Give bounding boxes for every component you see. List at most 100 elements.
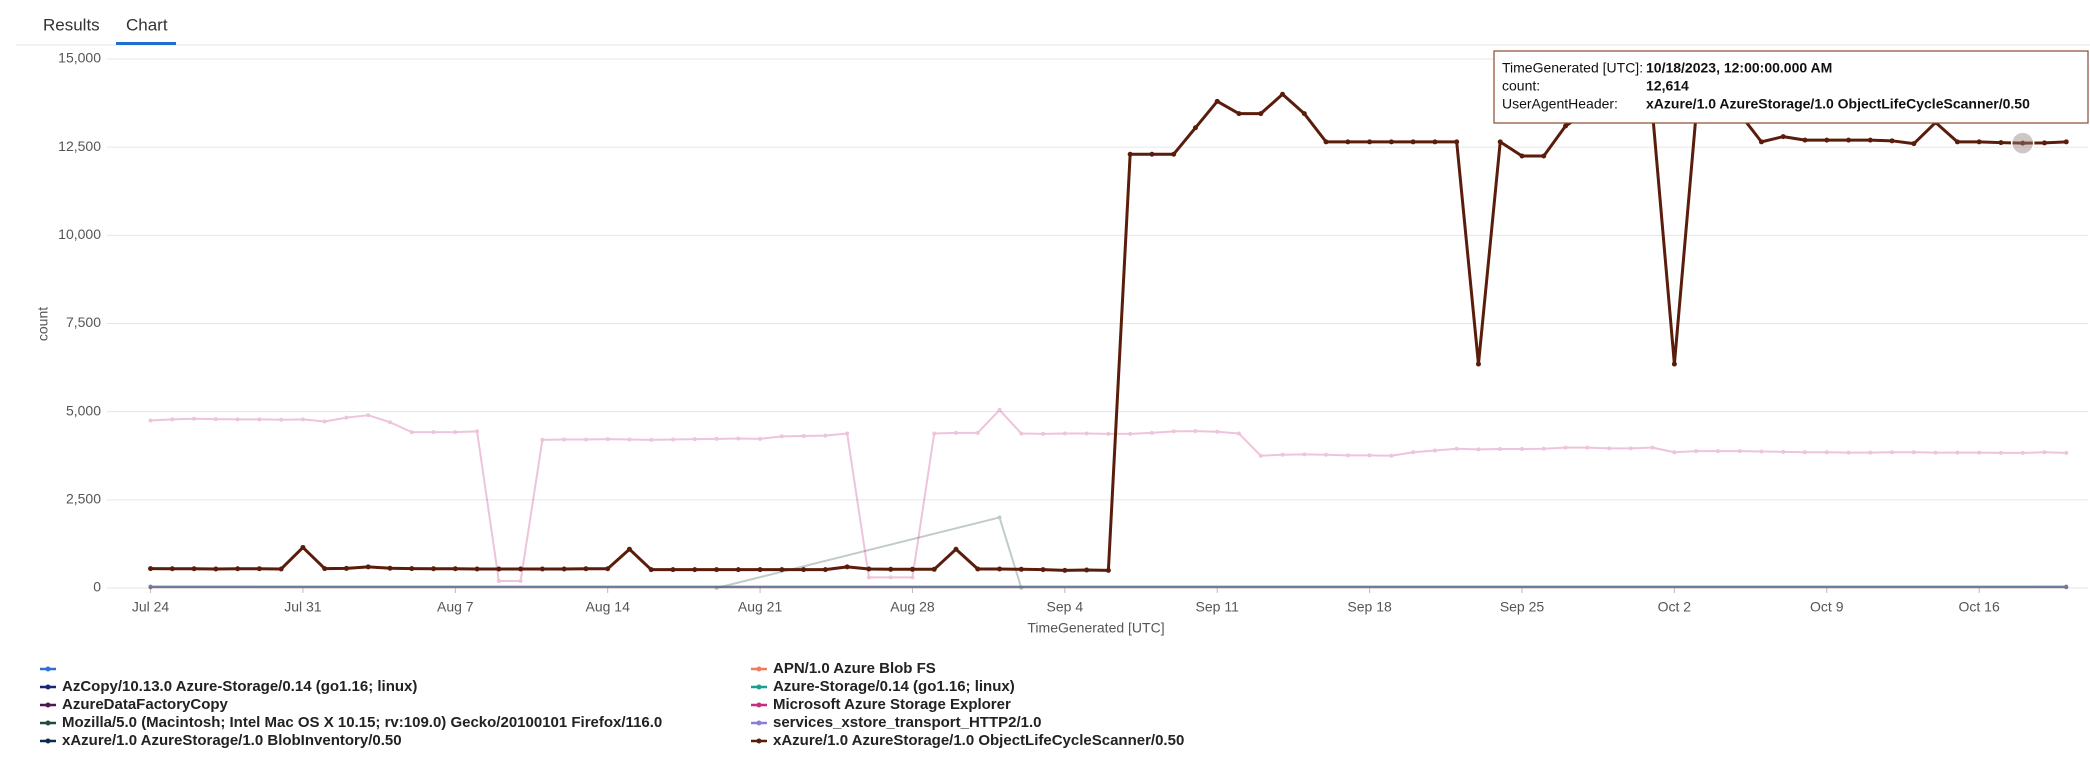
legend-swatch-dot xyxy=(756,666,762,672)
point xyxy=(1236,111,1242,117)
legend-label[interactable]: AzureDataFactoryCopy xyxy=(62,696,229,713)
point xyxy=(1846,450,1851,455)
point xyxy=(453,430,458,435)
point xyxy=(910,575,915,580)
point xyxy=(474,566,480,572)
point xyxy=(322,566,328,572)
point xyxy=(866,566,872,572)
legend-label[interactable]: APN/1.0 Azure Blob FS xyxy=(773,660,936,677)
point xyxy=(2064,450,2069,455)
point xyxy=(169,566,175,572)
series-line xyxy=(150,92,2067,572)
point xyxy=(300,417,305,422)
point xyxy=(2064,584,2069,589)
point xyxy=(2064,585,2069,590)
point xyxy=(1411,450,1416,455)
point xyxy=(322,419,327,424)
point xyxy=(649,437,654,442)
point xyxy=(431,430,436,435)
legend-swatch-dot xyxy=(45,738,51,744)
y-tick-label: 7,500 xyxy=(66,314,101,330)
legend-label[interactable]: Microsoft Azure Storage Explorer xyxy=(773,696,1011,713)
point xyxy=(1868,450,1873,455)
point xyxy=(1563,445,1568,450)
legend-swatch-dot xyxy=(45,720,51,726)
point xyxy=(1323,139,1329,145)
point xyxy=(1977,450,1982,455)
y-tick-label: 10,000 xyxy=(58,226,101,242)
point xyxy=(191,566,197,572)
point xyxy=(1237,431,1241,436)
point xyxy=(1715,449,1720,454)
point xyxy=(2063,139,2069,145)
legend-swatch-dot xyxy=(45,702,51,708)
point xyxy=(1258,111,1264,117)
point xyxy=(953,546,959,552)
point xyxy=(235,417,240,422)
point xyxy=(583,437,588,442)
series xyxy=(148,585,2069,590)
y-tick-label: 15,000 xyxy=(58,50,101,66)
tooltip-value: xAzure/1.0 AzureStorage/1.0 ObjectLifeCy… xyxy=(1646,96,2030,112)
point xyxy=(562,437,567,442)
x-tick-label: Sep 4 xyxy=(1047,599,1084,615)
x-tick-label: Aug 28 xyxy=(890,599,935,615)
point xyxy=(256,566,262,572)
x-tick-label: Jul 24 xyxy=(132,599,170,615)
point xyxy=(539,566,545,572)
point xyxy=(997,566,1003,572)
legend-label[interactable]: Azure-Storage/0.14 (go1.16; linux) xyxy=(773,678,1015,695)
point xyxy=(888,575,893,580)
point xyxy=(1301,111,1307,117)
tooltip-label: UserAgentHeader: xyxy=(1502,96,1618,112)
legend-swatch-dot xyxy=(756,684,762,690)
point xyxy=(1280,452,1285,457)
tab-results[interactable]: Results xyxy=(43,15,100,34)
point xyxy=(1367,453,1372,458)
point xyxy=(148,566,154,572)
point xyxy=(1541,446,1546,451)
point xyxy=(343,565,349,571)
point xyxy=(714,586,719,590)
legend-label[interactable]: xAzure/1.0 AzureStorage/1.0 ObjectLifeCy… xyxy=(773,732,1184,749)
point xyxy=(845,431,850,436)
point xyxy=(626,546,632,552)
legend-label[interactable]: Mozilla/5.0 (Macintosh; Intel Mac OS X 1… xyxy=(62,714,662,731)
point xyxy=(1497,139,1503,145)
point xyxy=(1454,139,1460,145)
point xyxy=(1389,453,1394,458)
point xyxy=(2042,450,2047,455)
series xyxy=(148,584,2069,589)
x-tick-label: Sep 11 xyxy=(1196,599,1240,615)
point xyxy=(1672,450,1677,455)
point xyxy=(235,566,241,572)
tab-chart[interactable]: Chart xyxy=(126,15,168,34)
point xyxy=(1062,567,1068,573)
point xyxy=(1084,431,1089,436)
point xyxy=(1758,139,1764,145)
point xyxy=(1105,567,1111,573)
point xyxy=(1215,429,1220,434)
legend-label[interactable]: xAzure/1.0 AzureStorage/1.0 BlobInventor… xyxy=(62,732,402,749)
point xyxy=(888,566,894,572)
point xyxy=(496,566,502,572)
point xyxy=(1911,450,1916,455)
x-tick-label: Aug 14 xyxy=(586,599,631,615)
legend-swatch-dot xyxy=(45,684,51,690)
point xyxy=(1585,445,1590,450)
point xyxy=(735,567,741,573)
tooltip-box xyxy=(1493,50,2089,124)
legend-label[interactable]: services_xstore_transport_HTTP2/1.0 xyxy=(773,714,1041,731)
point xyxy=(1127,151,1133,157)
series xyxy=(148,584,2069,589)
series xyxy=(714,515,1024,590)
point xyxy=(844,564,850,570)
point xyxy=(997,515,1002,520)
point xyxy=(1803,450,1807,455)
legend-label[interactable]: AzCopy/10.13.0 Azure-Storage/0.14 (go1.1… xyxy=(62,678,417,695)
point xyxy=(257,417,262,422)
point xyxy=(583,566,589,572)
point xyxy=(1889,138,1895,144)
point xyxy=(148,585,153,590)
